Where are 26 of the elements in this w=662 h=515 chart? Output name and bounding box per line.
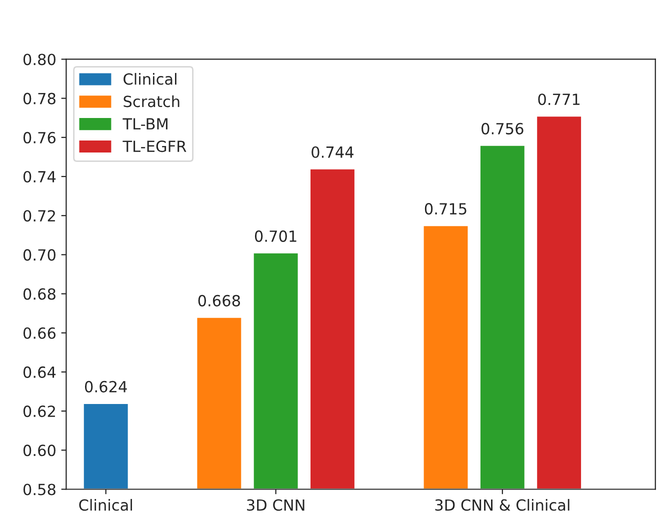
legend-label: Clinical [124,72,176,85]
y-tick-label: 0.60 [23,444,56,456]
data-label: 0.701 [254,230,296,242]
data-label: 0.756 [482,122,524,134]
x-tick-label: 3D CNN & Clinical [435,498,570,511]
y-tick-label: 0.64 [23,366,56,378]
y-tick-label: 0.72 [23,210,55,222]
legend-label: Scratch [124,95,180,108]
y-tick-label: 0.78 [23,92,56,104]
y-tick-label: 0.74 [23,170,56,183]
y-tick-label: 0.80 [23,54,56,66]
y-tick-label: 0.58 [23,484,56,496]
y-tick-label: 0.62 [23,406,55,418]
legend-label: TL-BM [122,118,168,130]
data-label: 0.771 [538,94,580,106]
y-tick-label: 0.66 [23,327,56,339]
x-tick-label: 3D CNN [247,499,304,511]
data-label: 0.744 [312,146,354,158]
legend-label: TL-EGFR [122,140,186,152]
data-label: 0.715 [424,203,466,215]
y-tick-label: 0.68 [23,288,56,300]
data-label: 0.624 [84,380,127,392]
data-label: 0.668 [198,294,240,306]
y-tick-label: 0.76 [23,132,56,144]
x-tick-label: Clinical [79,498,132,511]
y-tick-label: 0.70 [23,249,56,261]
